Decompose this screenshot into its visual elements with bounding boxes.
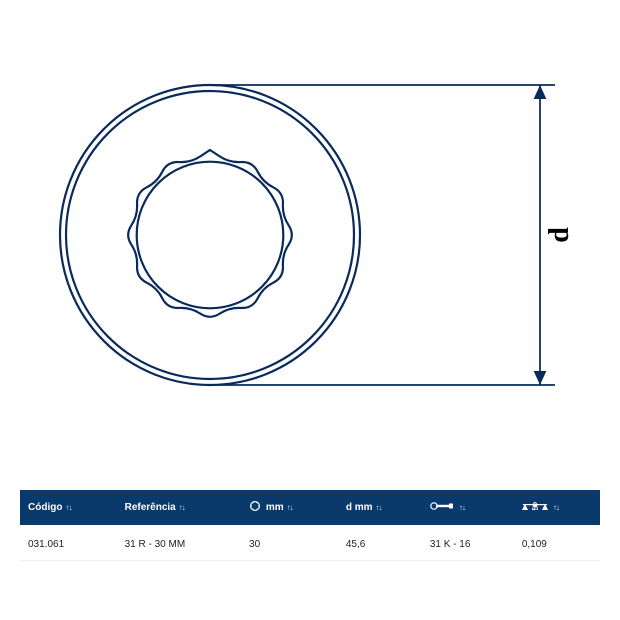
weight-icon: kg [522, 500, 548, 515]
col-d-mm[interactable]: d mm↑↓ [338, 490, 422, 525]
technical-diagram: d [20, 20, 600, 450]
col-hex-mm-label: mm [266, 502, 284, 513]
cell-hex-mm: 30 [241, 525, 338, 561]
spec-table-container: Código↑↓ Referência↑↓ mm↑↓ d mm↑↓ [20, 490, 600, 561]
col-wrench[interactable]: ↑↓ [422, 490, 514, 525]
hex-icon [249, 500, 261, 515]
cell-weight: 0,109 [514, 525, 600, 561]
cell-codigo: 031.061 [20, 525, 117, 561]
sort-icon: ↑↓ [65, 503, 71, 512]
cell-wrench: 31 K - 16 [422, 525, 514, 561]
cell-d-mm: 45,6 [338, 525, 422, 561]
col-referencia[interactable]: Referência↑↓ [117, 490, 241, 525]
col-weight[interactable]: kg ↑↓ [514, 490, 600, 525]
sort-icon: ↑↓ [553, 503, 559, 512]
col-codigo-label: Código [28, 502, 62, 513]
sort-icon: ↑↓ [179, 503, 185, 512]
sort-icon: ↑↓ [459, 503, 465, 512]
svg-text:kg: kg [532, 505, 537, 510]
svg-text:d: d [544, 227, 575, 243]
sort-icon: ↑↓ [376, 503, 382, 512]
table-header-row: Código↑↓ Referência↑↓ mm↑↓ d mm↑↓ [20, 490, 600, 525]
spec-table: Código↑↓ Referência↑↓ mm↑↓ d mm↑↓ [20, 490, 600, 561]
sort-icon: ↑↓ [287, 503, 293, 512]
col-hex-mm[interactable]: mm↑↓ [241, 490, 338, 525]
cell-referencia: 31 R - 30 MM [117, 525, 241, 561]
col-referencia-label: Referência [125, 502, 176, 513]
wrench-icon [430, 501, 454, 514]
diagram-svg: d [20, 20, 600, 450]
table-row: 031.061 31 R - 30 MM 30 45,6 31 K - 16 0… [20, 525, 600, 561]
col-codigo[interactable]: Código↑↓ [20, 490, 117, 525]
col-d-mm-label: d mm [346, 502, 373, 513]
